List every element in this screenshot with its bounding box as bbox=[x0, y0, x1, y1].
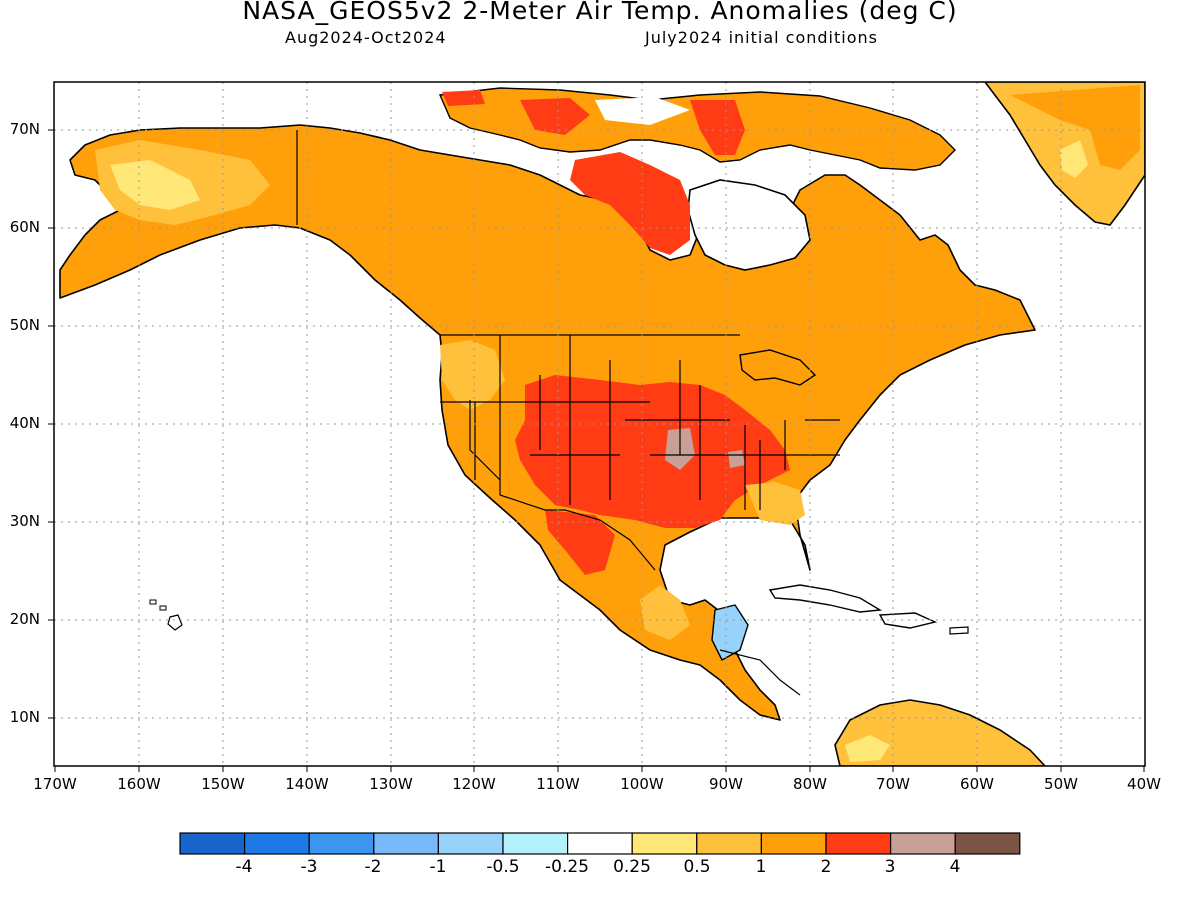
colorbar-label: -0.25 bbox=[545, 857, 589, 877]
colorbar-label: -3 bbox=[300, 857, 318, 877]
lon-label-160w: 160W bbox=[117, 775, 161, 793]
cuba-island bbox=[768, 584, 883, 613]
colorbar-swatch bbox=[696, 832, 762, 855]
lat-label-20n: 20N bbox=[9, 610, 40, 628]
colorbar-swatch bbox=[437, 832, 504, 855]
boundary-lines bbox=[296, 130, 840, 696]
greenland-warm bbox=[1010, 85, 1140, 170]
arctic-red-patch-1 bbox=[520, 98, 590, 135]
great-lakes bbox=[739, 349, 817, 386]
yucatan-blue-region bbox=[711, 604, 749, 661]
us-west-light-region bbox=[440, 340, 505, 410]
colorbar-label: 1 bbox=[755, 857, 767, 877]
puerto-rico-island bbox=[949, 626, 969, 635]
hawaii-island bbox=[167, 614, 183, 631]
colorbar-swatch bbox=[631, 832, 698, 855]
colorbar-label: -2 bbox=[364, 857, 382, 877]
colorbar-label: -1 bbox=[429, 857, 447, 877]
arctic-red-patch-2 bbox=[690, 100, 745, 155]
colorbar-swatch bbox=[760, 832, 827, 855]
lon-label-100w: 100W bbox=[620, 775, 664, 793]
hudson-bay-water bbox=[687, 179, 811, 271]
lat-label-50n: 50N bbox=[9, 316, 40, 334]
lon-label-150w: 150W bbox=[201, 775, 245, 793]
initial-conditions: July2024 initial conditions bbox=[645, 28, 878, 47]
lon-label-50w: 50W bbox=[1044, 775, 1078, 793]
lon-label-110w: 110W bbox=[536, 775, 580, 793]
map-title: NASA_GEOS5v2 2-Meter Air Temp. Anomalies… bbox=[242, 0, 958, 25]
lat-label-40n: 40N bbox=[9, 414, 40, 432]
lon-label-90w: 90W bbox=[709, 775, 743, 793]
colorbar-swatch bbox=[373, 832, 439, 855]
colorbar-swatch bbox=[889, 832, 956, 855]
lon-label-140w: 140W bbox=[285, 775, 329, 793]
colorbar-swatch bbox=[179, 832, 246, 855]
lon-label-120w: 120W bbox=[452, 775, 496, 793]
colorbar-swatch bbox=[825, 832, 892, 855]
colorbar-swatch bbox=[566, 832, 633, 855]
south-america-yellow bbox=[845, 735, 890, 762]
us-greybrown-patch-2 bbox=[728, 450, 745, 468]
axis-ticks bbox=[48, 129, 1145, 772]
lat-label-30n: 30N bbox=[9, 512, 40, 530]
colorbar bbox=[179, 832, 1021, 855]
colorbar-swatch bbox=[502, 832, 569, 855]
colorbar-swatch bbox=[954, 832, 1021, 855]
lat-label-10n: 10N bbox=[9, 708, 40, 726]
colorbar-label: 0.5 bbox=[683, 857, 711, 877]
lon-label-80w: 80W bbox=[793, 775, 827, 793]
arctic-red-patch-3 bbox=[442, 90, 485, 106]
colorbar-label: 0.25 bbox=[613, 857, 651, 877]
colorbar-label: -4 bbox=[235, 857, 253, 877]
alaska-yellow-region bbox=[110, 160, 200, 210]
canada-red-region bbox=[570, 152, 690, 255]
lon-label-70w: 70W bbox=[876, 775, 910, 793]
yucatan-light-region bbox=[640, 585, 690, 640]
south-america-land bbox=[834, 699, 1047, 766]
grid-lines bbox=[54, 82, 1145, 766]
colorbar-label: 3 bbox=[884, 857, 896, 877]
hispaniola-island bbox=[878, 612, 938, 629]
lon-label-40w: 40W bbox=[1127, 775, 1161, 793]
lat-label-60n: 60N bbox=[9, 218, 40, 236]
colorbar-label: -0.5 bbox=[486, 857, 520, 877]
colorbar-label: 2 bbox=[820, 857, 832, 877]
colorbar-label: 4 bbox=[949, 857, 961, 877]
hawaii-islet-2 bbox=[159, 605, 167, 611]
colorbar-swatch bbox=[308, 832, 375, 855]
lon-label-170w: 170W bbox=[33, 775, 77, 793]
lon-label-130w: 130W bbox=[369, 775, 413, 793]
colorbar-swatch bbox=[244, 832, 310, 855]
us-red-region bbox=[515, 375, 790, 528]
lat-label-70n: 70N bbox=[9, 120, 40, 138]
greenland-yellow bbox=[1060, 140, 1088, 178]
hawaii-islet bbox=[149, 599, 157, 605]
mexico-red-region bbox=[545, 510, 615, 575]
valid-period: Aug2024-Oct2024 bbox=[285, 28, 447, 47]
lon-label-60w: 60W bbox=[960, 775, 994, 793]
